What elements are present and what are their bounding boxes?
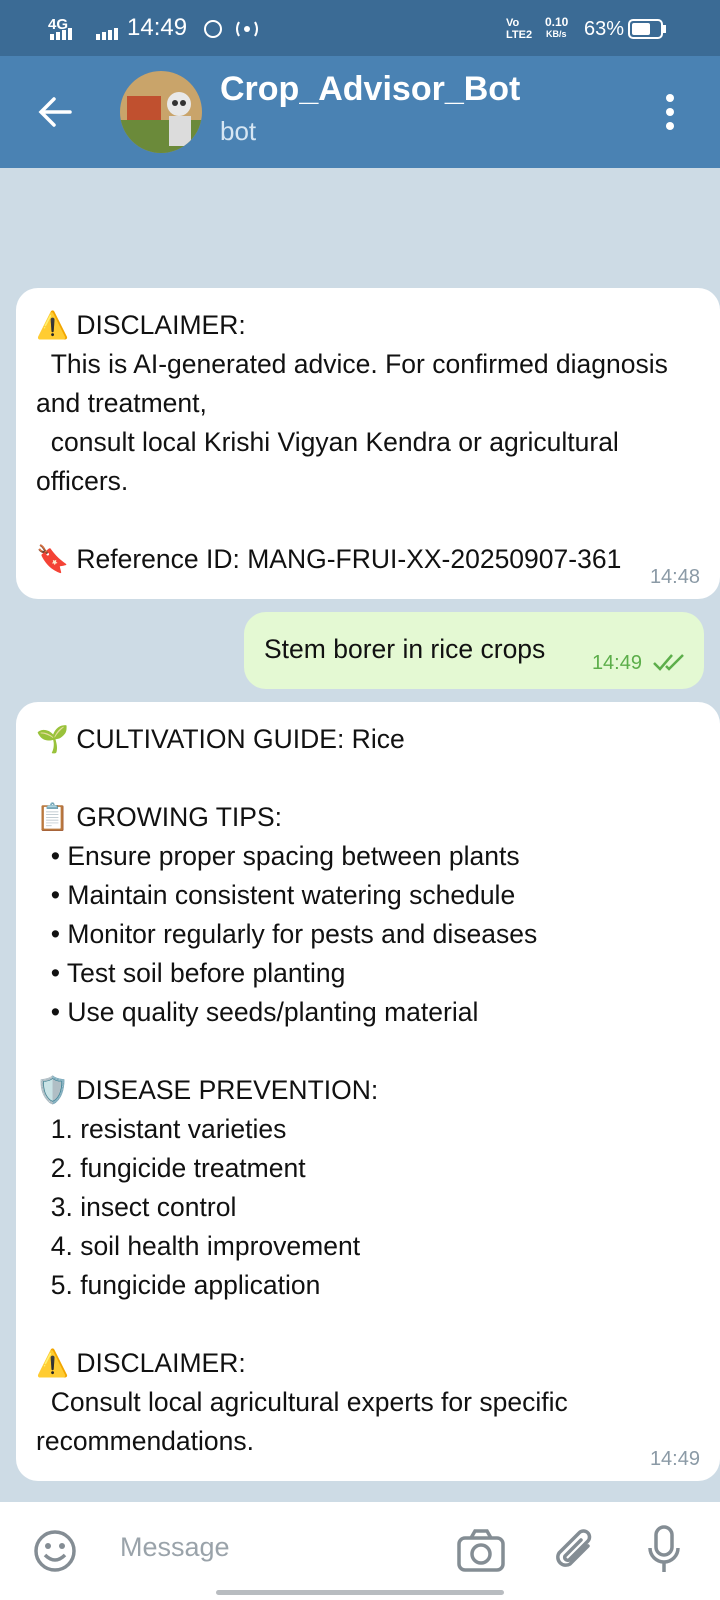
message-paragraph: 🔖 Reference ID: MANG-FRUI-XX-20250907-36… xyxy=(36,540,700,579)
message-line: • Test soil before planting xyxy=(36,958,346,988)
message-line: ⚠️ DISCLAIMER: xyxy=(36,1348,246,1378)
input-bar: Message xyxy=(0,1502,720,1600)
home-indicator xyxy=(216,1590,504,1595)
avatar[interactable] xyxy=(119,70,203,154)
message-time: 14:49 xyxy=(649,1448,700,1470)
message-paragraph: 🛡️ DISEASE PREVENTION: 1. resistant vari… xyxy=(36,1071,700,1305)
chat-title: Crop_Advisor_Bot xyxy=(220,70,521,108)
camera-button[interactable] xyxy=(456,1528,506,1574)
message-line: Stem borer in rice crops xyxy=(264,634,546,664)
message-line: 🛡️ DISEASE PREVENTION: xyxy=(36,1075,379,1105)
message-line: • Maintain consistent watering schedule xyxy=(36,880,516,910)
network: 4G xyxy=(48,16,69,33)
message-input[interactable]: Message xyxy=(120,1532,230,1562)
message-line: Consult local agricultural experts for s… xyxy=(36,1387,576,1456)
message-bubble: ⚠️ DISCLAIMER: This is AI-generated advi… xyxy=(16,288,720,599)
message-line: ⚠️ DISCLAIMER: xyxy=(36,310,246,340)
read-receipt xyxy=(653,654,684,671)
menu-button[interactable] xyxy=(660,92,680,132)
signal-icon xyxy=(50,28,118,40)
battery-percent: 63% xyxy=(584,18,625,40)
message-bubble: Stem borer in rice crops 14:49 xyxy=(244,612,704,689)
message-line: • Monitor regularly for pests and diseas… xyxy=(36,919,538,949)
chat-header: Crop_Advisor_Bot bot xyxy=(0,56,720,168)
speed-unit: KB/s xyxy=(546,29,567,39)
chat-subtitle: bot xyxy=(220,116,257,146)
message-paragraph: Stem borer in rice crops xyxy=(264,630,686,669)
message-time: 14:49 xyxy=(591,652,642,674)
message-line: 2. fungicide treatment xyxy=(36,1153,306,1183)
volte: Vo LTE2 xyxy=(506,17,533,41)
message-paragraph: ⚠️ DISCLAIMER: This is AI-generated advi… xyxy=(36,306,700,501)
battery-icon xyxy=(628,19,666,39)
message-paragraph: ⚠️ DISCLAIMER: Consult local agricultura… xyxy=(36,1344,700,1461)
message-line: 1. resistant varieties xyxy=(36,1114,287,1144)
message-line: • Ensure proper spacing between plants xyxy=(36,841,520,871)
message-line: consult local Krishi Vigyan Kendra or ag… xyxy=(36,427,627,496)
message-paragraph: 📋 GROWING TIPS: • Ensure proper spacing … xyxy=(36,798,700,1032)
speed: 0.10 xyxy=(545,15,569,29)
message-time: 14:48 xyxy=(649,566,700,588)
chat-area: ⚠️ DISCLAIMER: This is AI-generated advi… xyxy=(0,168,720,1502)
notification-icons xyxy=(204,20,258,38)
message-paragraph: 🌱 CULTIVATION GUIDE: Rice xyxy=(36,720,700,759)
attach-button[interactable] xyxy=(552,1526,598,1576)
message-line: 🌱 CULTIVATION GUIDE: Rice xyxy=(36,724,405,754)
message-line: 4. soil health improvement xyxy=(36,1231,361,1261)
message-line: • Use quality seeds/planting material xyxy=(36,997,479,1027)
message-bubble: 🌱 CULTIVATION GUIDE: Rice 📋 GROWING TIPS:… xyxy=(16,702,720,1481)
message-line: 📋 GROWING TIPS: xyxy=(36,802,282,832)
clock: 14:49 xyxy=(127,14,188,41)
back-button[interactable] xyxy=(36,93,74,131)
message-line: This is AI-generated advice. For confirm… xyxy=(36,349,676,418)
message-line: 3. insect control xyxy=(36,1192,237,1222)
status-bar: 4G 14:49 Vo LTE2 0.10 KB/s 63% xyxy=(0,0,720,56)
voice-button[interactable] xyxy=(646,1524,682,1576)
message-line: 5. fungicide application xyxy=(36,1270,321,1300)
message-line: 🔖 Reference ID: MANG-FRUI-XX-20250907-36… xyxy=(36,544,622,574)
emoji-button[interactable] xyxy=(32,1528,78,1574)
